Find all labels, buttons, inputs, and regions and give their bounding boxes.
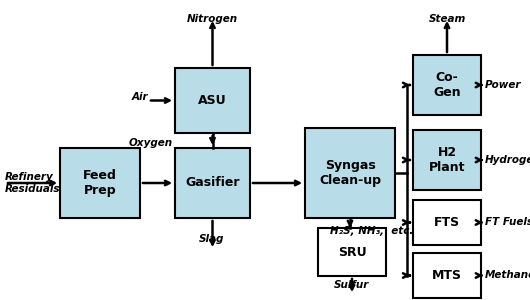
Text: Nitrogen: Nitrogen [187, 14, 237, 24]
Text: Air: Air [131, 92, 148, 102]
Text: Slag: Slag [199, 234, 225, 244]
Text: Feed
Prep: Feed Prep [83, 169, 117, 197]
Bar [60, 148, 140, 218]
Bar [175, 148, 250, 218]
Bar [318, 228, 386, 276]
Bar [305, 128, 395, 218]
Bar [413, 253, 481, 298]
Text: FT Fuels: FT Fuels [485, 217, 530, 227]
Bar [413, 200, 481, 245]
Text: Syngas
Clean-up: Syngas Clean-up [319, 159, 381, 187]
Text: MTS: MTS [432, 269, 462, 282]
Text: H₂S, NH₃,  etc.: H₂S, NH₃, etc. [330, 226, 413, 236]
Text: Hydrogen: Hydrogen [485, 155, 530, 165]
Text: ASU: ASU [198, 94, 227, 107]
Bar [413, 55, 481, 115]
Text: Power: Power [485, 80, 522, 90]
Text: Refinery
Residuals: Refinery Residuals [5, 172, 60, 194]
Bar [413, 130, 481, 190]
Text: H2
Plant: H2 Plant [429, 146, 465, 174]
Text: SRU: SRU [338, 245, 366, 259]
Text: Steam: Steam [428, 14, 466, 24]
Text: Sulfur: Sulfur [334, 280, 370, 290]
Bar [175, 68, 250, 133]
Text: Oxygen: Oxygen [129, 138, 173, 148]
Text: Co-
Gen: Co- Gen [433, 71, 461, 99]
Text: Gasifier: Gasifier [186, 176, 240, 190]
Text: Methanol: Methanol [485, 270, 530, 280]
Text: FTS: FTS [434, 216, 460, 229]
